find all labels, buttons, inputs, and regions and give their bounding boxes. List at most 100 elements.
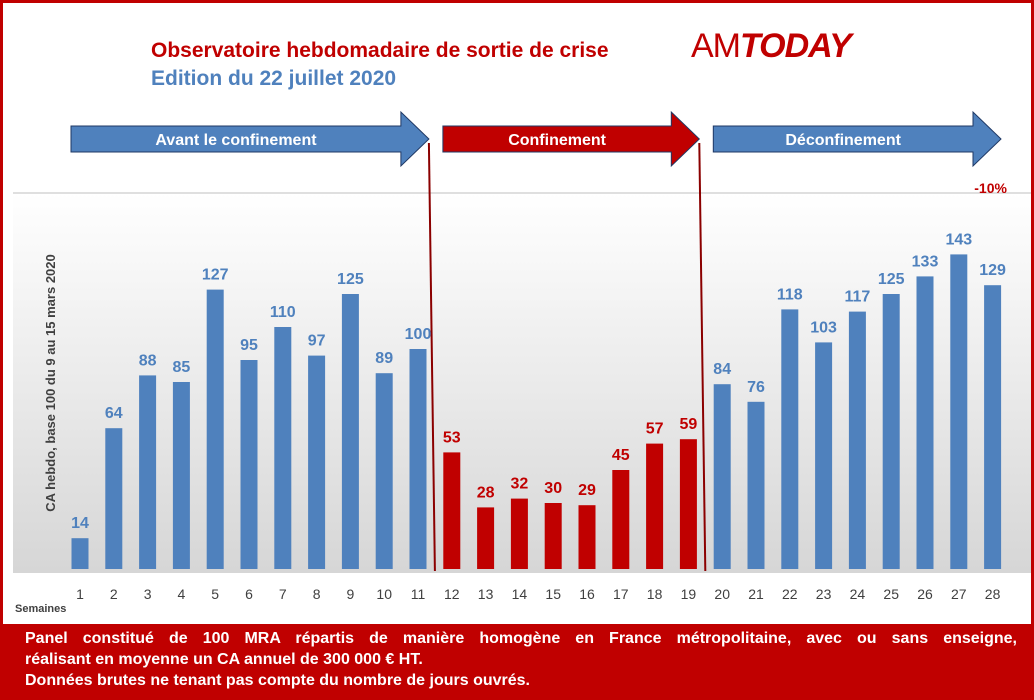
bar-week-7 [274, 327, 292, 569]
bar-week-23 [815, 342, 833, 569]
x-tick-label: 13 [478, 586, 494, 602]
x-tick-label: 12 [444, 586, 460, 602]
x-tick-label: 20 [714, 586, 730, 602]
phase-arrow-avant-le-confinement [70, 110, 430, 168]
value-label-week-1: 14 [71, 515, 89, 532]
bar-week-13 [477, 507, 495, 569]
bar-week-24 [848, 311, 866, 569]
bars [71, 254, 1002, 569]
bar-week-19 [679, 439, 697, 569]
page-subtitle: Edition du 22 juillet 2020 [151, 67, 397, 90]
x-tick-label: 10 [376, 586, 392, 602]
bar-week-6 [240, 360, 258, 569]
bar-week-18 [646, 443, 664, 569]
x-tick-label: 4 [178, 586, 186, 602]
bar-week-21 [747, 401, 765, 569]
x-tick-label: 21 [748, 586, 764, 602]
bar-week-2 [105, 428, 123, 569]
phase-arrows: Avant le confinement Confinement Déconfine… [70, 110, 1002, 168]
value-label-week-8: 97 [308, 333, 326, 350]
value-label-week-23: 103 [810, 319, 837, 336]
bar-week-3 [139, 375, 157, 569]
x-tick-label: 27 [951, 586, 967, 602]
x-tick-label: 6 [245, 586, 253, 602]
bar-week-16 [578, 505, 596, 569]
footer-line-2: réalisant en moyenne un CA annuel de 300… [25, 651, 423, 668]
phase-arrow-confinement [442, 110, 701, 168]
x-tick-label: 25 [883, 586, 899, 602]
x-tick-label: 17 [613, 586, 629, 602]
phase-label: Déconfinement [785, 132, 901, 149]
value-label-week-7: 110 [270, 304, 296, 321]
bar-week-5 [206, 289, 224, 569]
bar-week-12 [443, 452, 461, 569]
value-label-week-20: 84 [713, 361, 731, 378]
x-tick-label: 2 [110, 586, 118, 602]
x-tick-label: 1 [76, 586, 84, 602]
footer-note: Panel constitué de 100 MRA répartis de m… [3, 624, 1031, 697]
x-tick-label: 18 [647, 586, 663, 602]
bar-week-10 [375, 373, 393, 569]
x-tick-label: 3 [144, 586, 152, 602]
x-tick-label: 28 [985, 586, 1001, 602]
value-label-week-19: 59 [680, 416, 698, 433]
x-tick-label: 19 [681, 586, 697, 602]
x-tick-label: 23 [816, 586, 832, 602]
value-label-week-28: 129 [979, 262, 1006, 279]
value-label-week-13: 28 [477, 484, 495, 501]
value-label-week-27: 143 [945, 231, 972, 248]
value-label-week-15: 30 [544, 480, 562, 497]
value-label-week-18: 57 [646, 421, 664, 438]
bar-week-8 [308, 355, 326, 569]
logo-today: TODAY [740, 27, 852, 65]
value-label-week-25: 125 [878, 271, 905, 288]
value-label-week-6: 95 [240, 337, 258, 354]
x-tick-label: 16 [579, 586, 595, 602]
value-label-week-12: 53 [443, 429, 461, 446]
x-tick-label: 14 [512, 586, 528, 602]
footer-line-1: Panel constitué de 100 MRA répartis de m… [25, 630, 1017, 647]
bar-week-26 [916, 276, 934, 569]
value-label-week-4: 85 [173, 359, 191, 376]
x-tick-label: 11 [411, 586, 426, 602]
growth-annotation: -10% [974, 180, 1007, 196]
value-label-week-10: 89 [375, 350, 393, 367]
logo-am: AM [691, 27, 741, 65]
value-label-week-21: 76 [747, 379, 765, 396]
value-label-week-26: 133 [912, 253, 939, 270]
value-label-week-5: 127 [202, 267, 229, 284]
bar-week-15 [544, 503, 562, 569]
bar-week-1 [71, 538, 89, 569]
x-tick-label: 22 [782, 586, 798, 602]
bar-chart: Avant le confinement Confinement Déconfine… [13, 110, 1031, 615]
x-tick-label: 26 [917, 586, 933, 602]
value-label-week-9: 125 [337, 271, 364, 288]
phase-label: Confinement [508, 132, 606, 149]
x-axis-label: Semaines [15, 603, 66, 615]
value-label-week-17: 45 [612, 447, 630, 464]
x-tick-label: 9 [347, 586, 355, 602]
value-labels: 14 64 88 85 127 95 110 97 125 89 100 53 28 32 30 29 45 57… [71, 231, 1006, 532]
phase-divider-line [698, 142, 707, 572]
bar-week-4 [172, 382, 190, 569]
x-tick-labels: 1 2 3 4 5 6 7 8 9 10 11 12 13 14 15 16 17 18 19 20 21 22 23 24 2… [76, 586, 1000, 602]
bar-week-11 [409, 349, 427, 569]
phase-arrow-deconfinement [712, 110, 1002, 168]
value-label-week-11: 100 [405, 326, 432, 343]
bar-week-28 [984, 285, 1002, 569]
phase-dividers [427, 142, 707, 572]
bar-week-20 [713, 384, 731, 569]
bar-week-25 [882, 294, 900, 569]
bar-week-27 [950, 254, 968, 569]
annotations: -10% [974, 180, 1007, 196]
x-tick-label: 24 [850, 586, 866, 602]
bar-week-17 [612, 470, 630, 569]
phase-divider-line [427, 142, 436, 572]
y-axis-label: CA hebdo, base 100 du 9 au 15 mars 2020 [43, 254, 58, 511]
x-tick-label: 8 [313, 586, 321, 602]
x-tick-label: 15 [545, 586, 561, 602]
page-title: Observatoire hebdomadaire de sortie de c… [151, 39, 609, 62]
value-label-week-22: 118 [777, 286, 803, 303]
x-tick-label: 7 [279, 586, 287, 602]
